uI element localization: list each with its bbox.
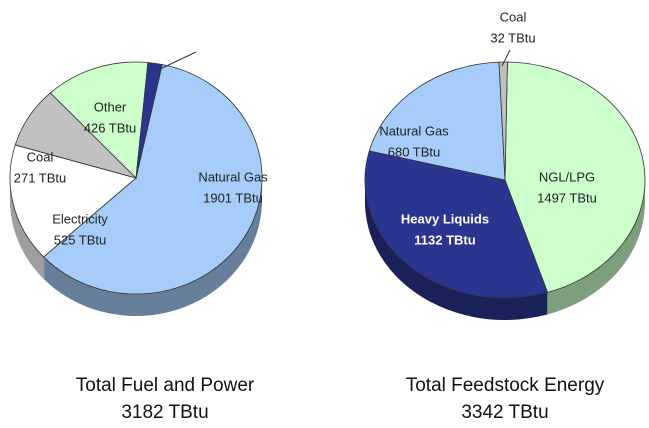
slice-label: Other (94, 99, 127, 114)
pie-slice (49, 61, 149, 179)
pie-slice (364, 150, 549, 299)
chart-title: Total Fuel and Power (76, 375, 255, 396)
slice-label: Electricity (52, 211, 108, 226)
pie-slice (135, 62, 163, 179)
slice-value-label: 1132 TBtu (414, 232, 475, 247)
chart-subtitle: 3342 TBtu (461, 402, 548, 423)
slice-value-label: 271 TBtu (14, 170, 67, 185)
slice-value-label: 32 TBtu (490, 30, 535, 45)
slice-value-label: 1497 TBtu (537, 190, 597, 205)
chart-title: Total Feedstock Energy (406, 375, 605, 396)
pie-slice (368, 61, 506, 181)
slice-value-label: 426 TBtu (84, 120, 137, 135)
slice-value-label: 1901 TBtu (203, 190, 263, 205)
slice-label: Heavy Liquids (401, 211, 489, 226)
pie-slice (43, 64, 263, 295)
slice-value-label: 58 TBtu (181, 34, 229, 49)
slice-value-label: 680 TBtu (388, 144, 441, 159)
slice-label: Natural Gas (198, 169, 268, 184)
slice-label: Coal (27, 149, 54, 164)
slice-value-label: 525 TBtu (54, 232, 107, 247)
pie-slice (498, 61, 508, 181)
slice-label: Natural Gas (379, 123, 449, 138)
slice-label: Coal (500, 9, 527, 24)
slice-label: NGL/LPG (539, 169, 595, 184)
pie-slice (9, 144, 137, 258)
slice-label: Fuel Oil/LPG (166, 13, 244, 28)
chart-subtitle: 3182 TBtu (121, 402, 208, 423)
leader-line (501, 49, 511, 67)
leader-line (157, 51, 197, 71)
pie-slice (504, 61, 646, 293)
